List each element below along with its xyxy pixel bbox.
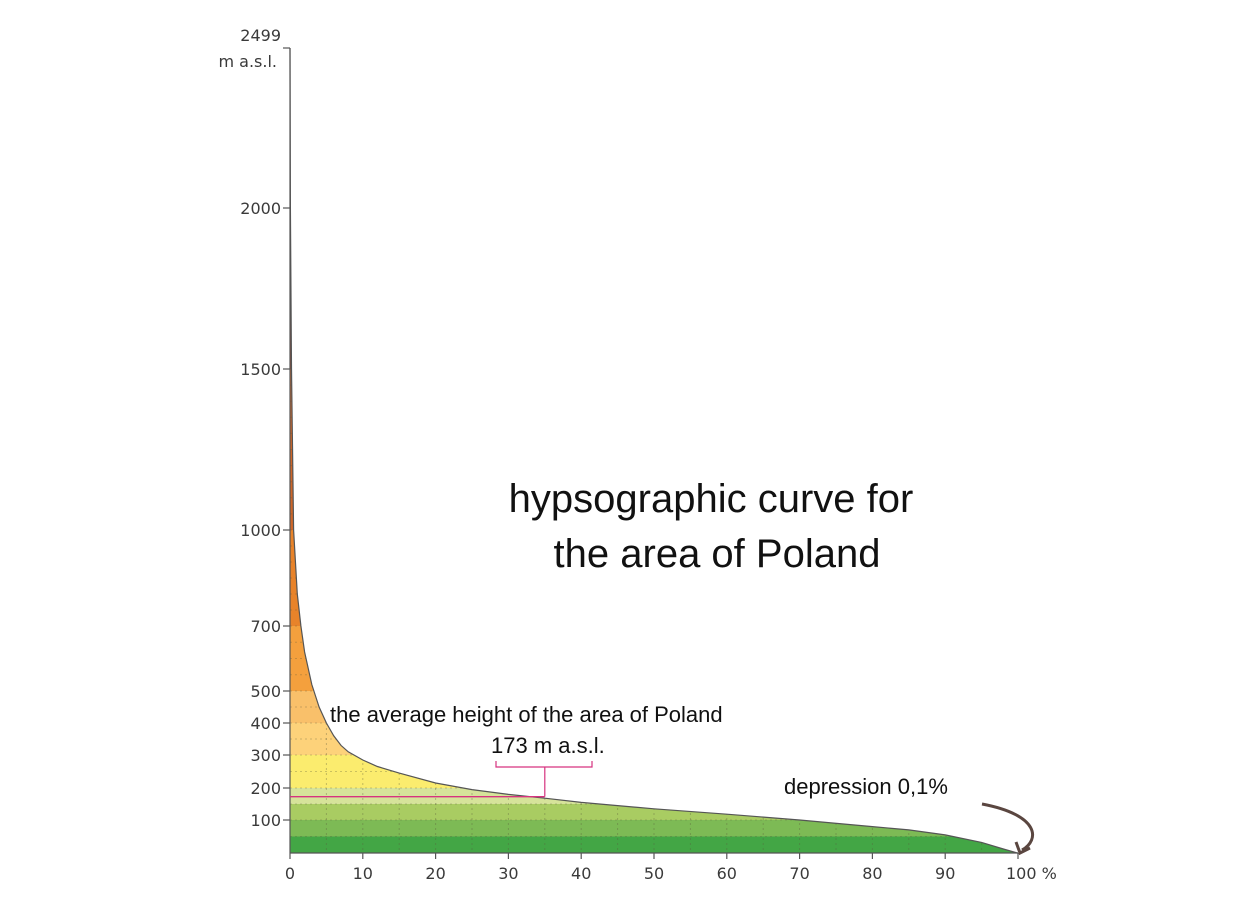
x-tick-label: 70 [789, 864, 809, 883]
average-height-bracket [495, 761, 593, 797]
depression-label: depression 0,1% [784, 774, 948, 799]
elevation-band-2 [290, 804, 1018, 820]
depression-arrowhead [1014, 841, 1031, 856]
y-tick-label: 100 [250, 811, 281, 830]
x-tick-label: 20 [425, 864, 445, 883]
average-height-annotation: the average height of the area of Poland… [290, 702, 723, 798]
elevation-band-7 [290, 626, 1018, 691]
x-tick-label: 30 [498, 864, 518, 883]
y-axis-unit-label: m a.s.l. [218, 52, 277, 71]
average-height-value: 173 m a.s.l. [491, 733, 605, 758]
depression-annotation: depression 0,1% [784, 774, 1035, 856]
x-tick-label: 90 [935, 864, 955, 883]
y-tick-label: 200 [250, 779, 281, 798]
y-tick-label: 2000 [240, 199, 281, 218]
x-tick-label: 0 [285, 864, 295, 883]
y-tick-label: 300 [250, 746, 281, 765]
elevation-band-10 [290, 48, 1018, 369]
depression-arrow [981, 802, 1035, 852]
y-tick-label: 500 [250, 682, 281, 701]
elevation-bands [290, 48, 1018, 853]
x-tick-label: 50 [644, 864, 664, 883]
x-tick-label: 80 [862, 864, 882, 883]
chart-title-line2: the area of Poland [554, 532, 881, 576]
x-ticks: 0 10 20 30 40 50 60 70 80 90 100 % [285, 853, 1057, 883]
grid-lines [290, 48, 1018, 853]
hypsographic-curve [289, 47, 1018, 854]
y-axis-max-label: 2499 [240, 26, 281, 45]
chart-title-line1: hypsographic curve for [509, 477, 914, 521]
x-tick-label: 10 [353, 864, 373, 883]
y-ticks: 100 200 300 400 500 700 1000 1500 2000 [240, 47, 290, 830]
y-tick-label: 400 [250, 714, 281, 733]
y-tick-label: 1500 [240, 360, 281, 379]
elevation-band-1 [290, 820, 1018, 837]
elevation-band-5 [290, 723, 1018, 755]
x-tick-label: 40 [571, 864, 591, 883]
average-height-label: the average height of the area of Poland [330, 702, 723, 727]
y-tick-label: 700 [250, 617, 281, 636]
elevation-band-0 [290, 836, 1018, 853]
x-tick-label: 100 % [1006, 864, 1057, 883]
y-tick-label: 1000 [240, 521, 281, 540]
x-tick-label: 60 [717, 864, 737, 883]
